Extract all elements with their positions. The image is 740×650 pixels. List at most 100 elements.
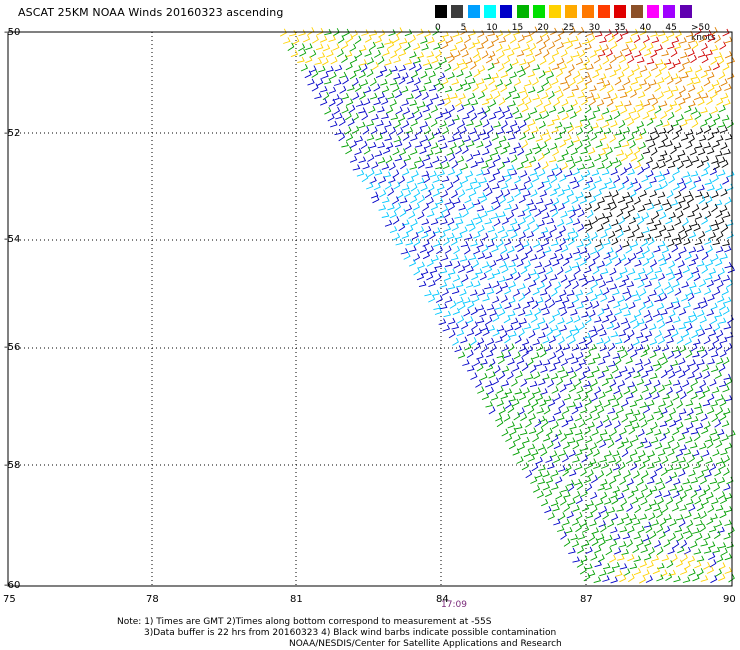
wind-barb xyxy=(513,43,521,50)
wind-barb xyxy=(625,162,633,171)
wind-barb xyxy=(328,98,336,107)
wind-barb xyxy=(687,49,695,57)
wind-barb xyxy=(385,68,393,78)
wind-barb xyxy=(658,320,666,329)
wind-barb xyxy=(580,519,588,528)
wind-barb xyxy=(299,48,307,57)
wind-barb xyxy=(673,42,682,50)
wind-barb xyxy=(485,401,493,408)
wind-barb xyxy=(540,448,548,457)
wind-barb xyxy=(574,42,582,50)
wind-barb xyxy=(566,415,574,423)
wind-barb xyxy=(692,449,700,457)
wind-barb xyxy=(506,164,515,171)
wind-barb xyxy=(507,211,515,220)
wind-barb xyxy=(437,98,445,106)
wind-barb xyxy=(643,233,652,241)
wind-barb xyxy=(441,77,449,86)
wind-barb xyxy=(394,140,403,148)
wind-barb xyxy=(630,415,638,423)
wind-barb xyxy=(625,245,633,254)
wind-barb xyxy=(395,27,403,36)
wind-barb xyxy=(717,295,725,303)
wind-barb xyxy=(697,184,705,192)
wind-barb xyxy=(424,77,432,85)
wind-barb xyxy=(646,58,655,65)
wind-barb xyxy=(666,225,675,232)
wind-barb xyxy=(714,199,723,206)
wind-barb xyxy=(451,223,459,232)
wind-barb xyxy=(455,83,464,92)
wind-barb xyxy=(381,97,389,105)
wind-barb xyxy=(501,365,510,373)
wind-barb xyxy=(305,55,313,64)
wind-barb xyxy=(649,79,657,86)
wind-barb xyxy=(656,524,664,533)
x-label-78: 78 xyxy=(146,594,159,605)
wind-barb xyxy=(399,197,408,204)
wind-barb xyxy=(705,195,713,204)
wind-barb xyxy=(541,161,549,170)
wind-barb xyxy=(450,237,458,246)
wind-barb xyxy=(473,247,481,255)
wind-barb xyxy=(363,98,371,106)
wind-barb xyxy=(512,28,521,36)
wind-barb xyxy=(352,164,361,171)
wind-barb xyxy=(597,405,605,414)
y-label-56: -56 xyxy=(4,342,21,353)
wind-barb xyxy=(409,51,417,59)
wind-barb xyxy=(371,61,379,71)
wind-barb xyxy=(673,155,681,163)
wind-barb xyxy=(387,187,395,196)
wind-barb xyxy=(667,111,675,121)
wind-barb xyxy=(725,342,733,352)
wind-barb xyxy=(672,131,680,140)
wind-barb xyxy=(641,336,649,344)
wind-barb xyxy=(656,412,664,421)
wind-barb xyxy=(634,259,642,267)
wind-barb xyxy=(694,561,702,569)
wind-barb xyxy=(700,107,708,114)
wind-barb xyxy=(496,399,504,407)
wind-barb xyxy=(591,475,598,484)
wind-barb xyxy=(540,274,548,283)
wind-barb xyxy=(484,283,492,290)
wind-barb xyxy=(640,274,649,282)
wind-barb xyxy=(522,240,530,248)
wind-barb xyxy=(427,210,435,218)
wind-barb xyxy=(402,219,410,226)
wind-barb xyxy=(455,98,462,107)
wind-barb xyxy=(695,65,703,73)
wind-barb xyxy=(626,281,635,288)
wind-barb xyxy=(384,219,393,227)
wind-barb xyxy=(569,422,577,430)
wind-barb xyxy=(696,245,705,253)
wind-barb xyxy=(673,478,681,486)
wind-barb xyxy=(476,140,484,148)
wind-barb xyxy=(396,190,404,199)
wind-barb xyxy=(716,555,724,563)
wind-barb xyxy=(586,63,594,71)
wind-barb xyxy=(627,381,636,388)
wind-barb xyxy=(480,323,488,332)
wind-barb xyxy=(630,240,639,248)
wind-barb xyxy=(422,59,431,66)
wind-barb xyxy=(401,85,409,93)
wind-barb xyxy=(666,302,674,310)
wind-barb xyxy=(467,105,475,114)
wind-barb xyxy=(623,309,632,317)
wind-barb xyxy=(699,489,707,498)
wind-barb xyxy=(504,334,511,344)
wind-barb xyxy=(489,343,497,352)
wind-barb xyxy=(458,265,466,273)
wind-barb xyxy=(656,314,664,323)
wind-barb xyxy=(448,104,455,113)
wind-barb xyxy=(554,407,562,416)
wind-barb xyxy=(627,490,635,499)
wind-barb xyxy=(374,150,383,157)
wind-barb xyxy=(685,399,694,407)
wind-barb xyxy=(469,188,477,197)
wind-barb xyxy=(485,265,493,274)
wind-barb xyxy=(666,190,674,199)
wind-barb xyxy=(534,146,542,155)
